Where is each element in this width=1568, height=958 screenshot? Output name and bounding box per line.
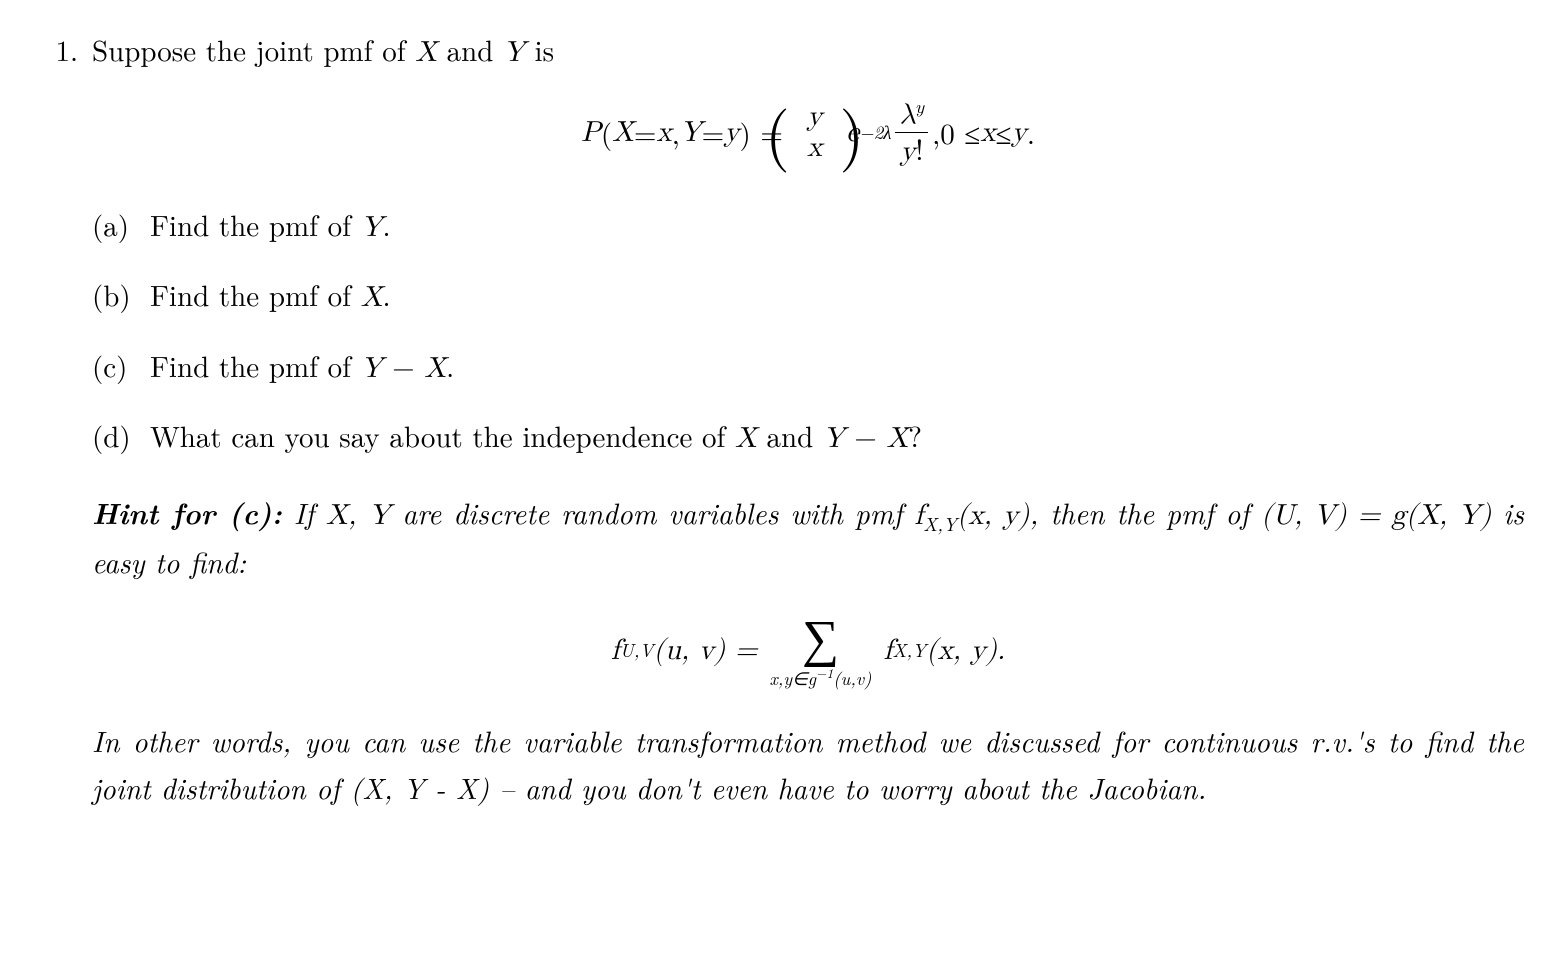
subparts: (a) Find the pmf of Y. (b) Find the pmf … (92, 203, 1524, 461)
part-b: (b) Find the pmf of X. (92, 273, 1524, 320)
part-c: (c) Find the pmf of Y − X. (92, 344, 1524, 391)
frac-lambda-exp: y (915, 93, 924, 119)
eq2-args-uv: (u, v) = (654, 636, 758, 665)
intro-y: Y (503, 38, 525, 67)
hint-followup: In other words, you can use the variable… (92, 718, 1524, 812)
part-a-label: (a) (92, 203, 138, 250)
intro-post: is (525, 29, 554, 70)
frac-den: y! (900, 133, 923, 167)
hint-f: f (914, 501, 923, 530)
eq1-eq2: = (702, 111, 725, 155)
eq1-eq1: = (634, 111, 657, 155)
hint-label: Hint for (c): (92, 491, 282, 533)
paren-left-icon: ( (765, 98, 790, 162)
intro-line: Suppose the joint pmf of X and Y is (92, 28, 1524, 75)
problem-body: Suppose the joint pmf of X and Y is P(X … (92, 28, 1524, 812)
eq1-P: P (581, 111, 601, 155)
c-minus: − (382, 345, 424, 386)
part-d-label: (d) (92, 414, 138, 461)
eq1-Y: Y (680, 111, 702, 155)
eq2-rhs-sub: X,Y (892, 636, 926, 664)
part-c-text: Find the pmf of Y − X. (150, 344, 1524, 391)
eq1-X: X (612, 111, 634, 155)
eq1-range-x: x (980, 111, 995, 155)
eq1-range0: 0 ≤ (940, 111, 980, 155)
hint-t1: If (282, 492, 326, 533)
hint-X: X (326, 501, 348, 530)
intro-and: and (437, 29, 503, 70)
summation: ∑ x,y∈g−1(u,v) (769, 609, 871, 692)
a-Y: Y (361, 213, 383, 242)
equation-transform: fU,V(u, v) = ∑ x,y∈g−1(u,v) fX,Y(x, y). (92, 610, 1524, 690)
d-q: ? (908, 415, 922, 456)
page: 1. Suppose the joint pmf of X and Y is P… (0, 0, 1568, 852)
hint-sub-xy: X,Y (923, 510, 957, 536)
frac-lambda: λ (899, 101, 915, 130)
part-d: (d) What can you say about the independe… (92, 414, 1524, 461)
sum-subscript: x,y∈g−1(u,v) (769, 663, 871, 692)
eq2-rhs-args: (x, y). (926, 629, 1005, 673)
eq2-f: f (611, 629, 620, 673)
sigma-icon: ∑ (802, 609, 839, 661)
eq1-open: ( (601, 111, 612, 155)
eq1-comma: , (672, 111, 680, 155)
frac-y: y (900, 137, 915, 166)
d-Y: Y (823, 424, 845, 453)
part-b-text: Find the pmf of X. (150, 273, 1524, 320)
b-X: X (361, 283, 383, 312)
d-X2: X (887, 424, 909, 453)
eq1-range-le: ≤ (996, 111, 1012, 155)
a-dot: . (382, 204, 390, 245)
hint-comma1: , (348, 492, 369, 533)
hint2-line: In other words, you can use the variable… (92, 720, 1524, 808)
eq1-binom: ( y x ) (785, 102, 844, 163)
hint-t3: , then the pmf of (1029, 492, 1261, 533)
d-minus: − (845, 415, 887, 456)
hint-args: (x, y) (957, 501, 1029, 530)
eq2-args: (u, v) = (654, 629, 758, 673)
sumsub-pre: x,y∈g (769, 666, 816, 691)
binom-stack: y x (807, 102, 822, 163)
eq2-rhs-f: f (884, 629, 893, 673)
eq1-x: x (656, 111, 671, 155)
intro-x: X (415, 38, 437, 67)
b-pre: Find the pmf of (150, 274, 361, 315)
b-dot: . (382, 274, 390, 315)
d-X: X (735, 424, 757, 453)
eq2-sub-uv: U,V (620, 636, 654, 664)
sumsub-exp: −1 (816, 663, 833, 682)
part-b-label: (b) (92, 273, 138, 320)
eq1-frac: λy y! (895, 97, 928, 168)
eq1-y: y (724, 111, 739, 155)
hint-t2: are discrete random variables with pmf (390, 492, 914, 533)
problem-1: 1. Suppose the joint pmf of X and Y is P… (44, 28, 1524, 812)
frac-bang: ! (915, 128, 923, 169)
paren-right-icon: ) (839, 98, 864, 162)
eq1-tailcomma: , (932, 111, 940, 155)
sumsub-post: (u,v) (833, 666, 871, 691)
c-Y: Y (361, 354, 383, 383)
d-pre: What can you say about the independence … (150, 415, 735, 456)
c-dot: . (446, 345, 454, 386)
c-X: X (424, 354, 446, 383)
eq1-range-y: y (1012, 111, 1027, 155)
part-d-text: What can you say about the independence … (150, 414, 1524, 461)
equation-joint-pmf: P(X = x, Y = y) = ( y x ) e−2λ λy y! , 0… (92, 93, 1524, 173)
eq1-range-dot: . (1027, 111, 1035, 155)
binom-top: y (807, 102, 822, 132)
problem-number: 1. (44, 28, 78, 812)
part-c-label: (c) (92, 344, 138, 391)
hint-paragraph: Hint for (c): If X, Y are discrete rando… (92, 489, 1524, 587)
part-a-text: Find the pmf of Y. (150, 203, 1524, 250)
hint-UV: (U, V) = g(X, Y) (1261, 501, 1491, 530)
part-a: (a) Find the pmf of Y. (92, 203, 1524, 250)
hint-Y: Y (369, 501, 391, 530)
intro-pre: Suppose the joint pmf of (92, 29, 415, 70)
a-pre: Find the pmf of (150, 204, 361, 245)
binom-bot: x (807, 133, 822, 163)
d-and: and (757, 415, 823, 456)
c-pre: Find the pmf of (150, 345, 361, 386)
